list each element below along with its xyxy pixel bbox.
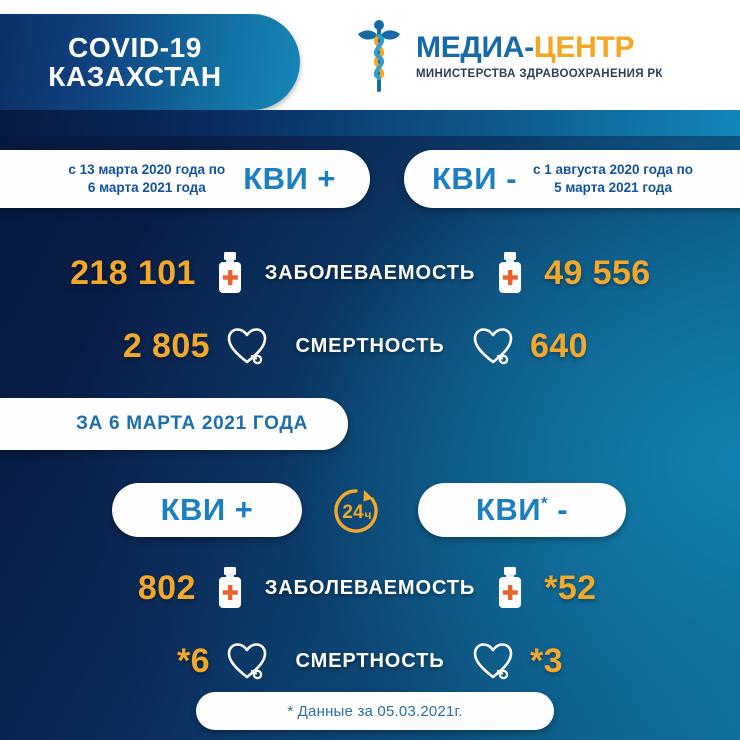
cumulative-negative-pill: КВИ - с 1 августа 2020 года по 5 марта 2… bbox=[404, 150, 740, 208]
daily-date-banner-label: ЗА 6 МАРТА 2021 ГОДА bbox=[76, 413, 308, 434]
svg-text:ч: ч bbox=[365, 508, 372, 522]
header-bar: COVID-19 КАЗАХСТАН МЕДИА-ЦЕНТР МИНИСТЕРС… bbox=[0, 0, 740, 136]
heart-stethoscope-icon bbox=[210, 325, 284, 367]
daily-mortality-right-value: *3 bbox=[530, 641, 563, 680]
cumulative-positive-label: КВИ + bbox=[243, 161, 336, 196]
daily-incidence-label: ЗАБОЛЕВАЕМОСТЬ bbox=[264, 576, 476, 599]
daterange-line1: с 13 марта 2020 года по bbox=[68, 162, 226, 178]
logo-wordmark: МЕДИА-ЦЕНТР bbox=[416, 30, 663, 64]
daily-positive-pill: КВИ + bbox=[112, 483, 302, 537]
logo-subtitle: МИНИСТЕРСТВА ЗДРАВООХРАНЕНИЯ РК bbox=[416, 67, 663, 80]
logo-text: МЕДИА-ЦЕНТР МИНИСТЕРСТВА ЗДРАВООХРАНЕНИЯ… bbox=[416, 30, 663, 80]
cumulative-mortality-left-value: 2 805 bbox=[122, 326, 210, 365]
cumulative-negative-daterange: с 1 августа 2020 года по 5 марта 2021 го… bbox=[533, 161, 693, 196]
page-title-line1: COVID-19 bbox=[68, 31, 202, 63]
cumulative-mortality-label: СМЕРТНОСТЬ bbox=[295, 334, 445, 357]
24h-refresh-icon: 24 ч bbox=[334, 489, 378, 533]
cumulative-positive-pill: с 13 марта 2020 года по 6 марта 2021 год… bbox=[0, 150, 370, 208]
cumulative-mortality-right-value: 640 bbox=[530, 326, 588, 365]
daterange-line1: с 1 августа 2020 года по bbox=[533, 162, 694, 178]
daily-negative-label: КВИ* - bbox=[476, 492, 568, 528]
daily-incidence-right-value: *52 bbox=[544, 568, 597, 607]
footnote-pill: * Данные за 05.03.2021г. bbox=[196, 692, 554, 730]
cumulative-incidence-row: 218 101 ЗАБОЛЕВАЕМОСТЬ 49 556 bbox=[0, 245, 740, 301]
cumulative-incidence-left-value: 218 101 bbox=[70, 253, 196, 292]
daily-negative-label-text: КВИ bbox=[475, 492, 541, 527]
cumulative-positive-daterange: с 13 марта 2020 года по 6 марта 2021 год… bbox=[68, 161, 225, 196]
cumulative-incidence-label: ЗАБОЛЕВАЕМОСТЬ bbox=[264, 261, 476, 284]
daily-negative-sign: - bbox=[557, 492, 569, 527]
daily-incidence-left-value: 802 bbox=[137, 568, 196, 607]
daterange-line2: 5 марта 2021 года bbox=[554, 180, 672, 195]
caduceus-icon bbox=[358, 20, 400, 92]
medicine-bottle-icon bbox=[196, 566, 265, 610]
heart-stethoscope-icon bbox=[456, 640, 530, 682]
header-accent-strip bbox=[0, 110, 740, 136]
logo-wordmark-orange: ЦЕНТР bbox=[533, 30, 635, 64]
heart-stethoscope-icon bbox=[456, 325, 530, 367]
medicine-bottle-icon bbox=[475, 566, 544, 610]
svg-text:24: 24 bbox=[342, 502, 364, 523]
daily-mortality-label: СМЕРТНОСТЬ bbox=[295, 649, 445, 672]
cumulative-mortality-row: 2 805 СМЕРТНОСТЬ 640 bbox=[0, 318, 740, 374]
daily-mortality-row: *6 СМЕРТНОСТЬ *3 bbox=[0, 633, 740, 689]
daily-negative-asterisk: * bbox=[541, 493, 549, 513]
daterange-line2: 6 марта 2021 года bbox=[87, 180, 206, 195]
cumulative-negative-label: КВИ - bbox=[432, 161, 518, 196]
footnote-label: * Данные за 05.03.2021г. bbox=[287, 702, 463, 720]
daily-positive-label: КВИ + bbox=[160, 492, 254, 527]
medicine-bottle-icon bbox=[475, 251, 544, 295]
media-center-logo: МЕДИА-ЦЕНТР МИНИСТЕРСТВА ЗДРАВООХРАНЕНИЯ… bbox=[352, 16, 663, 96]
daily-incidence-row: 802 ЗАБОЛЕВАЕМОСТЬ *52 bbox=[0, 560, 740, 616]
heart-stethoscope-icon bbox=[210, 640, 284, 682]
daily-mortality-left-value: *6 bbox=[177, 641, 210, 680]
daily-date-banner: ЗА 6 МАРТА 2021 ГОДА bbox=[0, 398, 348, 450]
daily-negative-pill: КВИ* - bbox=[418, 483, 626, 537]
medicine-bottle-icon bbox=[196, 251, 265, 295]
logo-wordmark-blue: МЕДИА- bbox=[416, 30, 534, 64]
page-title-line2: КАЗАХСТАН bbox=[48, 61, 222, 92]
cumulative-incidence-right-value: 49 556 bbox=[544, 253, 651, 292]
title-banner: COVID-19 КАЗАХСТАН bbox=[0, 14, 300, 110]
